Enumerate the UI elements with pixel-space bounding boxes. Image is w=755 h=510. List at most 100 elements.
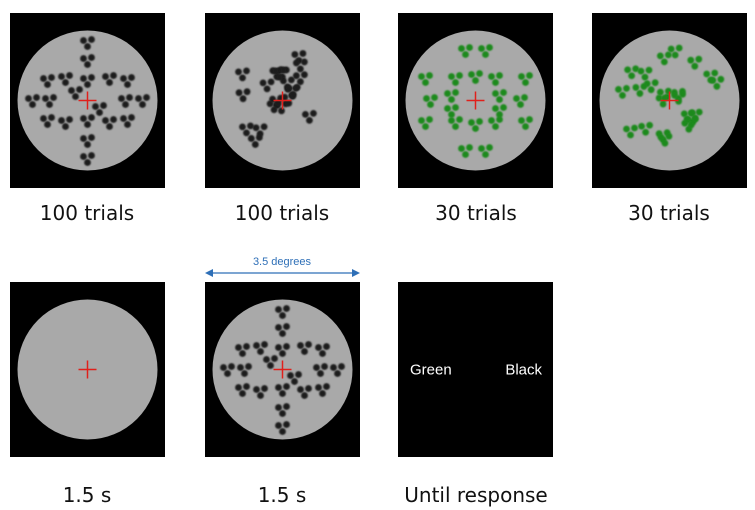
dot: [247, 122, 254, 130]
dot: [279, 410, 286, 417]
dot: [675, 44, 683, 52]
dot: [486, 144, 493, 151]
dot: [418, 73, 425, 80]
dot: [330, 364, 337, 371]
dot: [275, 384, 282, 391]
dot: [338, 363, 345, 370]
dot: [243, 129, 250, 137]
dot: [46, 101, 53, 108]
dot: [642, 128, 650, 136]
dot: [299, 50, 307, 57]
dot: [143, 94, 150, 101]
dot: [462, 51, 469, 58]
dot: [84, 81, 91, 88]
dot: [444, 90, 451, 97]
caption: Until response: [404, 483, 547, 507]
dot: [488, 117, 495, 124]
dot: [691, 62, 699, 70]
dot: [323, 383, 330, 390]
dot: [239, 350, 246, 357]
dot: [44, 121, 51, 128]
dot: [458, 45, 465, 52]
dot: [665, 132, 673, 140]
dot: [492, 105, 499, 112]
dot: [319, 350, 326, 357]
dot: [243, 343, 250, 350]
dot: [496, 116, 503, 123]
dot: [128, 114, 135, 121]
dot: [263, 85, 271, 93]
dot: [301, 348, 308, 355]
dot: [492, 90, 499, 97]
response-option: Green: [410, 362, 452, 379]
dot: [496, 96, 503, 103]
dot: [297, 342, 304, 349]
dot: [261, 385, 268, 392]
dot: [624, 66, 632, 74]
dot: [280, 66, 287, 74]
dot: [656, 88, 664, 96]
stimulus-panel: [398, 13, 553, 188]
dot: [80, 153, 87, 160]
dot: [275, 404, 282, 411]
dot: [637, 67, 645, 75]
dot: [267, 78, 275, 86]
dot: [500, 104, 507, 111]
dot: [623, 84, 630, 92]
dot: [50, 94, 57, 101]
dot: [647, 86, 655, 94]
dot: [619, 91, 626, 99]
dot: [241, 370, 248, 377]
dot: [448, 73, 455, 80]
dot: [476, 70, 483, 77]
dot: [76, 86, 83, 93]
dot: [431, 94, 438, 101]
dot: [683, 115, 691, 123]
dot: [418, 117, 425, 124]
dot: [636, 90, 644, 97]
dot: [448, 111, 455, 118]
dot: [29, 101, 36, 108]
dot: [297, 386, 304, 393]
dot: [496, 111, 503, 118]
dot: [80, 135, 87, 142]
dot: [300, 71, 308, 79]
dot: [247, 135, 255, 142]
dot: [100, 102, 107, 109]
dot: [253, 386, 260, 393]
dot: [25, 95, 32, 102]
dot: [128, 74, 135, 81]
dot: [257, 348, 264, 355]
dot: [135, 95, 142, 102]
dot: [711, 69, 719, 77]
dot: [253, 342, 260, 349]
dot: [243, 383, 250, 390]
dot: [426, 72, 433, 79]
dot: [522, 79, 529, 86]
dot: [646, 121, 654, 129]
dot: [88, 134, 95, 141]
dot: [228, 363, 235, 370]
dot: [695, 55, 703, 63]
dot: [500, 89, 507, 96]
dot: [422, 123, 429, 130]
dot: [300, 58, 308, 66]
dot: [496, 72, 503, 79]
dot: [305, 385, 312, 392]
dot: [58, 73, 65, 80]
dot: [259, 79, 267, 87]
dot: [292, 59, 300, 67]
dot: [301, 392, 308, 399]
dot: [296, 78, 304, 86]
dot: [275, 344, 282, 351]
dot: [102, 73, 109, 80]
dot: [106, 79, 113, 86]
dot: [80, 75, 87, 82]
dot: [667, 45, 675, 53]
dot: [279, 330, 286, 337]
dot: [88, 152, 95, 159]
dot: [291, 51, 299, 58]
dot: [293, 83, 301, 91]
dot: [680, 110, 688, 118]
dot: [235, 68, 242, 76]
